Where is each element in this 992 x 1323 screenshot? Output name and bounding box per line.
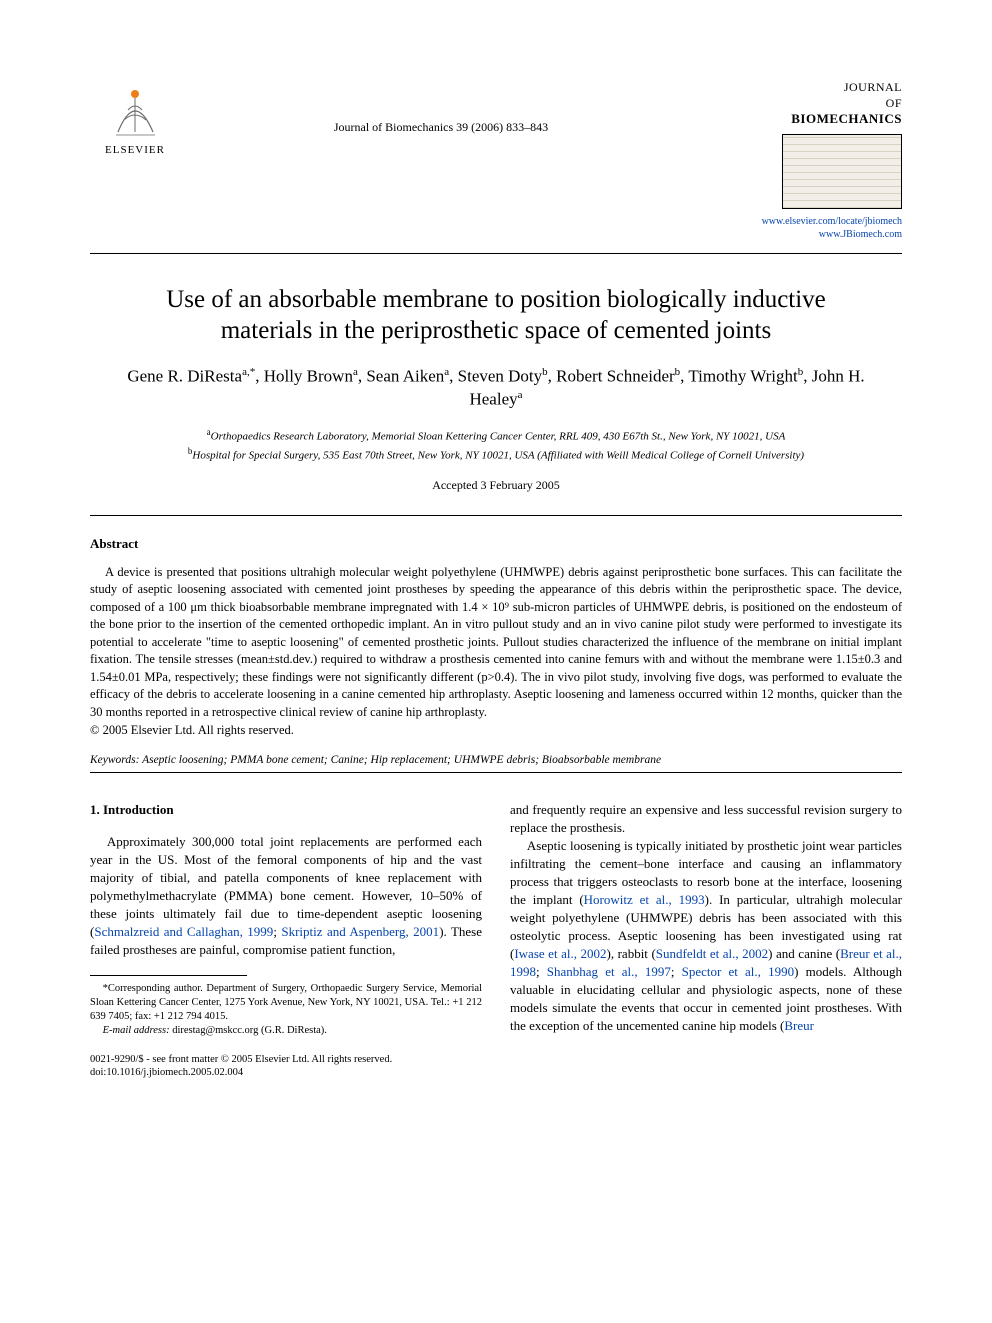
abstract-body: A device is presented that positions ult…	[90, 564, 902, 722]
affiliation-b: bHospital for Special Surgery, 535 East …	[90, 445, 902, 464]
citation-breur-2[interactable]: Breur	[784, 1018, 814, 1033]
keywords-label: Keywords:	[90, 754, 139, 766]
journal-reference: Journal of Biomechanics 39 (2006) 833–84…	[180, 80, 702, 135]
author-list: Gene R. DiRestaa,*, Holly Browna, Sean A…	[120, 365, 872, 412]
elsevier-logo	[108, 80, 163, 140]
journal-name-line2: OF	[886, 96, 902, 110]
intro-paragraph-1: Approximately 300,000 total joint replac…	[90, 833, 482, 959]
column-left: 1. Introduction Approximately 300,000 to…	[90, 801, 482, 1079]
column-right: and frequently require an expensive and …	[510, 801, 902, 1079]
journal-link-2[interactable]: www.JBiomech.com	[819, 229, 902, 240]
affiliations: aOrthopaedics Research Laboratory, Memor…	[90, 426, 902, 464]
citation-iwase[interactable]: Iwase et al., 2002	[514, 946, 606, 961]
intro-paragraph-1-cont: and frequently require an expensive and …	[510, 801, 902, 837]
article-title: Use of an absorbable membrane to positio…	[130, 284, 862, 347]
intro-sep5: ;	[671, 964, 682, 979]
citation-shanbhag[interactable]: Shanbhag et al., 1997	[547, 964, 671, 979]
corresponding-author-footnote: *Corresponding author. Department of Sur…	[90, 982, 482, 1025]
keywords-list: Aseptic loosening; PMMA bone cement; Can…	[142, 754, 661, 766]
issn-line: 0021-9290/$ - see front matter © 2005 El…	[90, 1053, 482, 1067]
citation-sundfeldt[interactable]: Sundfeldt et al., 2002	[656, 946, 768, 961]
citation-spector[interactable]: Spector et al., 1990	[682, 964, 794, 979]
email-footnote: E-mail address: direstag@mskcc.org (G.R.…	[90, 1024, 482, 1038]
intro-p2-text-c: ), rabbit (	[607, 946, 656, 961]
journal-cover-thumbnail	[782, 134, 902, 209]
journal-name-line3: BIOMECHANICS	[791, 111, 902, 126]
footer-issn-doi: 0021-9290/$ - see front matter © 2005 El…	[90, 1053, 482, 1080]
affiliation-b-text: Hospital for Special Surgery, 535 East 7…	[192, 449, 804, 461]
intro-paragraph-2: Aseptic loosening is typically initiated…	[510, 837, 902, 1034]
citation-skriptiz[interactable]: Skriptiz and Aspenberg, 2001	[281, 924, 439, 939]
affiliation-a: aOrthopaedics Research Laboratory, Memor…	[90, 426, 902, 445]
citation-horowitz[interactable]: Horowitz et al., 1993	[584, 892, 705, 907]
accepted-date: Accepted 3 February 2005	[90, 478, 902, 493]
abstract-rule-bottom	[90, 772, 902, 773]
abstract-rule-top	[90, 515, 902, 516]
journal-block: JOURNAL OF BIOMECHANICS www.elsevier.com…	[702, 80, 902, 241]
publisher-block: ELSEVIER	[90, 80, 180, 156]
abstract-heading: Abstract	[90, 536, 902, 552]
keywords: Keywords: Aseptic loosening; PMMA bone c…	[90, 754, 902, 766]
journal-links: www.elsevier.com/locate/jbiomech www.JBi…	[702, 215, 902, 241]
journal-name: JOURNAL OF BIOMECHANICS	[702, 80, 902, 128]
intro-sep4: ;	[536, 964, 547, 979]
page-header: ELSEVIER Journal of Biomechanics 39 (200…	[90, 80, 902, 241]
affiliation-a-text: Orthopaedics Research Laboratory, Memori…	[211, 430, 786, 442]
header-rule	[90, 253, 902, 254]
email-label: E-mail address:	[103, 1025, 170, 1036]
body-columns: 1. Introduction Approximately 300,000 to…	[90, 801, 902, 1079]
abstract-copyright: © 2005 Elsevier Ltd. All rights reserved…	[90, 723, 902, 738]
journal-name-line1: JOURNAL	[844, 80, 902, 94]
publisher-name: ELSEVIER	[105, 144, 165, 156]
intro-p2-text-d: ) and canine (	[768, 946, 840, 961]
citation-schmalzreid[interactable]: Schmalzreid and Callaghan, 1999	[94, 924, 273, 939]
footnote-rule	[90, 975, 247, 976]
journal-link-1[interactable]: www.elsevier.com/locate/jbiomech	[762, 216, 902, 227]
doi-line: doi:10.1016/j.jbiomech.2005.02.004	[90, 1066, 482, 1080]
section-1-heading: 1. Introduction	[90, 801, 482, 819]
email-address: direstag@mskcc.org (G.R. DiResta).	[172, 1025, 327, 1036]
